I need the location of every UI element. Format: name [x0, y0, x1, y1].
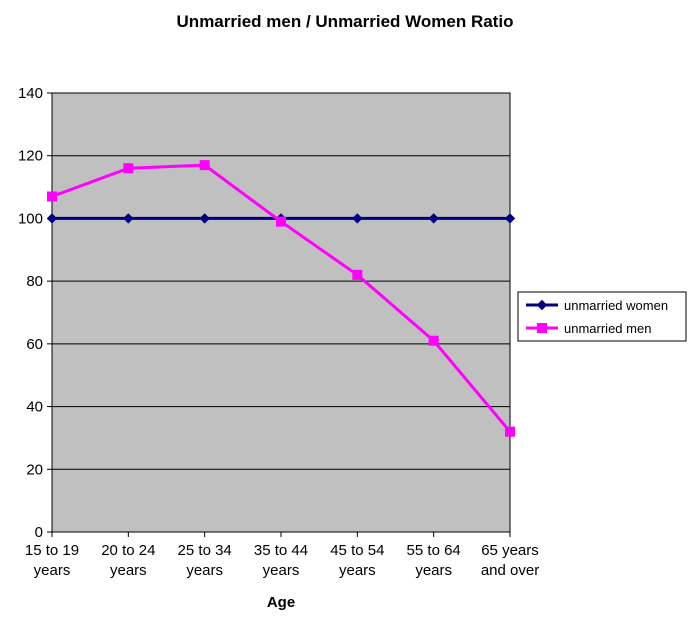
chart-title: Unmarried men / Unmarried Women Ratio: [176, 12, 514, 31]
plot-area: [51, 92, 511, 533]
data-point: [352, 213, 363, 224]
data-point: [276, 216, 286, 227]
data-point: [46, 213, 58, 224]
x-tick-label: 20 to 24 years: [101, 542, 155, 579]
legend-marker: [537, 323, 547, 333]
legend: unmarried women unmarried men: [517, 291, 687, 342]
data-point: [123, 213, 134, 224]
data-point: [199, 160, 210, 171]
y-axis-ticks: 0 20 40 60 80 100 120 140: [18, 85, 52, 541]
data-point: [199, 213, 210, 224]
series-layer: [46, 160, 516, 437]
legend-label: unmarried women: [564, 298, 668, 313]
x-tick-label: 55 to 64 years: [407, 542, 461, 579]
series-unmarried-men: [47, 160, 515, 437]
legend-marker: [536, 299, 548, 311]
data-point: [428, 213, 439, 224]
data-point: [352, 269, 363, 280]
y-tick-label: 100: [18, 210, 43, 227]
data-point: [428, 335, 439, 346]
data-point: [123, 163, 134, 174]
x-tick-label: 25 to 34 years: [178, 542, 232, 579]
data-point: [47, 191, 57, 202]
x-tick-label: 15 to 19 years: [25, 542, 79, 579]
y-tick-label: 120: [18, 148, 43, 165]
x-axis-title: Age: [266, 594, 296, 611]
x-tick-label: 45 to 54 years: [330, 542, 384, 579]
x-tick-label: 65 years and over: [481, 542, 539, 579]
data-point: [505, 426, 515, 437]
y-tick-label: 60: [26, 336, 43, 353]
x-tick-label: 35 to 44 years: [254, 542, 308, 579]
y-tick-label: 80: [26, 273, 43, 290]
y-tick-label: 40: [26, 399, 43, 416]
y-tick-label: 0: [35, 524, 43, 541]
legend-label: unmarried men: [564, 321, 651, 336]
data-point: [504, 213, 516, 224]
y-tick-label: 140: [18, 85, 43, 102]
y-tick-label: 20: [26, 461, 43, 478]
x-axis-ticks: 15 to 19 years 20 to 24 years 25 to 34 years 3…: [25, 532, 539, 579]
plot-background: [51, 92, 511, 533]
